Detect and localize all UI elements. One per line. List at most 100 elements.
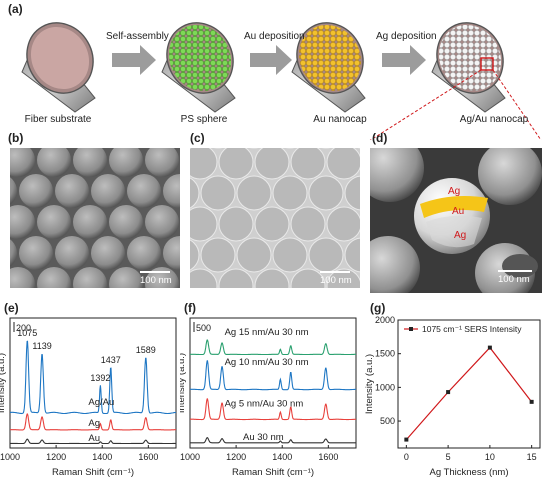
legend-label: 1075 cm⁻¹ SERS Intensity bbox=[422, 324, 522, 334]
y-axis-label: Intensity (a.u.) bbox=[364, 354, 375, 414]
series-label: Ag 10 nm/Au 30 nm bbox=[225, 357, 309, 368]
sem-disc bbox=[218, 148, 254, 180]
scale-bar-c bbox=[320, 271, 350, 273]
spectrum-ag-10-nm-au-30-nm bbox=[190, 360, 356, 391]
sem-disc bbox=[254, 148, 290, 180]
sem-disc bbox=[190, 239, 200, 271]
x-axis-label: Ag Thickness (nm) bbox=[429, 467, 508, 478]
scale-label-b: 100 nm bbox=[140, 275, 172, 286]
sem-sphere bbox=[91, 236, 125, 270]
fiber-substrate-illustration bbox=[21, 22, 96, 113]
sem-sphere bbox=[37, 267, 71, 288]
sem-disc bbox=[218, 268, 254, 288]
sem-sphere bbox=[73, 205, 107, 239]
legend-marker bbox=[409, 327, 413, 331]
sem-disc bbox=[290, 148, 326, 180]
step-label-ps-sphere: PS sphere bbox=[180, 114, 228, 125]
sem-image-c: 100 nm bbox=[190, 148, 360, 288]
sem-sphere bbox=[145, 148, 179, 177]
x-tick-label: 1400 bbox=[92, 452, 112, 462]
sem-disc bbox=[190, 268, 218, 288]
panel-label-a: (a) bbox=[8, 2, 23, 16]
step-label-au-nanocap: Au nanocap bbox=[313, 114, 367, 125]
sem-sphere bbox=[37, 205, 71, 239]
x-tick-label: 1600 bbox=[318, 452, 338, 462]
chart-f: 1000 1200 1400 1600 Raman Shift (cm⁻¹) Intens… bbox=[180, 317, 357, 478]
sem-disc bbox=[190, 177, 200, 209]
chart-e: 1000 1200 1400 1600 Raman Shift (cm⁻¹) Intens… bbox=[0, 317, 177, 478]
panel-label-f: (f) bbox=[184, 301, 196, 315]
x-tick-label: 1400 bbox=[272, 452, 292, 462]
sem-disc bbox=[344, 237, 360, 273]
au-layer bbox=[420, 196, 488, 218]
x-tick-label: 1200 bbox=[46, 452, 66, 462]
peak-label-1075: 1075 bbox=[17, 328, 37, 338]
scale-bar-d bbox=[498, 270, 532, 272]
x-tick-label: 1600 bbox=[138, 452, 158, 462]
callout-line-right bbox=[492, 69, 542, 140]
sem-sphere bbox=[109, 148, 143, 177]
panel-label-d: (d) bbox=[372, 131, 388, 145]
sem-disc bbox=[236, 237, 272, 273]
x-tick-label: 5 bbox=[446, 452, 451, 462]
plot-frame bbox=[397, 319, 541, 449]
x-axis-label: Raman Shift (cm⁻¹) bbox=[52, 467, 134, 478]
panel-label-e: (e) bbox=[4, 301, 19, 315]
callout-line-left bbox=[369, 69, 482, 140]
sem-sphere bbox=[163, 174, 180, 208]
data-point bbox=[529, 399, 534, 404]
sem-disc bbox=[308, 237, 344, 273]
sem-sphere bbox=[37, 148, 71, 177]
y-tick-label: 500 bbox=[380, 416, 395, 426]
sem-disc bbox=[326, 268, 360, 288]
arrow-au-deposition bbox=[250, 45, 292, 75]
au-nanocap-fiber-illustration bbox=[290, 20, 370, 113]
sem-disc bbox=[272, 175, 308, 211]
x-tick-label: 1000 bbox=[180, 452, 200, 462]
sem-disc bbox=[200, 237, 236, 273]
arrow-label-au-deposition: Au deposition bbox=[244, 31, 305, 42]
scale-bar-b bbox=[140, 271, 170, 273]
x-tick-label: 10 bbox=[485, 452, 495, 462]
spectrum-ag bbox=[10, 413, 176, 431]
sem-sphere bbox=[127, 174, 161, 208]
spectrum-au bbox=[10, 438, 176, 445]
sem-sphere bbox=[55, 236, 89, 270]
step-label-fiber-substrate: Fiber substrate bbox=[24, 114, 92, 125]
sem-image-d: Ag Au Ag 100 nm bbox=[370, 148, 542, 293]
sem-disc bbox=[254, 268, 290, 288]
schematic-a bbox=[21, 20, 542, 140]
peak-label-1139: 1139 bbox=[32, 341, 51, 351]
sem-disc bbox=[200, 175, 236, 211]
sem-sphere bbox=[127, 236, 161, 270]
spectrum-ag-15-nm-au-30-nm bbox=[190, 339, 356, 356]
x-tick-label: 15 bbox=[527, 452, 537, 462]
y-axis-label: Intensity (a.u.) bbox=[180, 353, 187, 413]
sem-sphere bbox=[91, 174, 125, 208]
sem-disc bbox=[326, 206, 360, 242]
chart-g: 0 5 10 15 500 1000 1500 2000 Ag Thickness (nm) In… bbox=[364, 315, 541, 478]
sem-disc bbox=[254, 206, 290, 242]
x-tick-label: 1000 bbox=[0, 452, 20, 462]
series-label: Ag 5 nm/Au 30 nm bbox=[225, 398, 304, 409]
label-au: Au bbox=[452, 206, 465, 217]
series-label: Ag bbox=[88, 418, 100, 429]
series-label: Au bbox=[88, 433, 100, 444]
sem-sphere bbox=[145, 205, 179, 239]
callout-box bbox=[480, 57, 494, 71]
sem-disc bbox=[326, 148, 360, 180]
sem-sphere bbox=[163, 236, 180, 270]
sem-sphere bbox=[10, 148, 35, 177]
arrow-self-assembly bbox=[112, 45, 156, 75]
intensity-scale-label: 500 bbox=[196, 323, 211, 333]
series-label: Ag 15 nm/Au 30 nm bbox=[225, 327, 309, 338]
y-tick-label: 2000 bbox=[375, 315, 395, 325]
data-point bbox=[404, 437, 409, 442]
sem-sphere bbox=[10, 205, 35, 239]
sem-disc bbox=[190, 206, 218, 242]
sem-sphere bbox=[109, 267, 143, 288]
sem-disc bbox=[190, 148, 218, 180]
plot-frame bbox=[189, 317, 357, 449]
peak-label-1437: 1437 bbox=[101, 355, 121, 365]
sem-disc bbox=[272, 237, 308, 273]
